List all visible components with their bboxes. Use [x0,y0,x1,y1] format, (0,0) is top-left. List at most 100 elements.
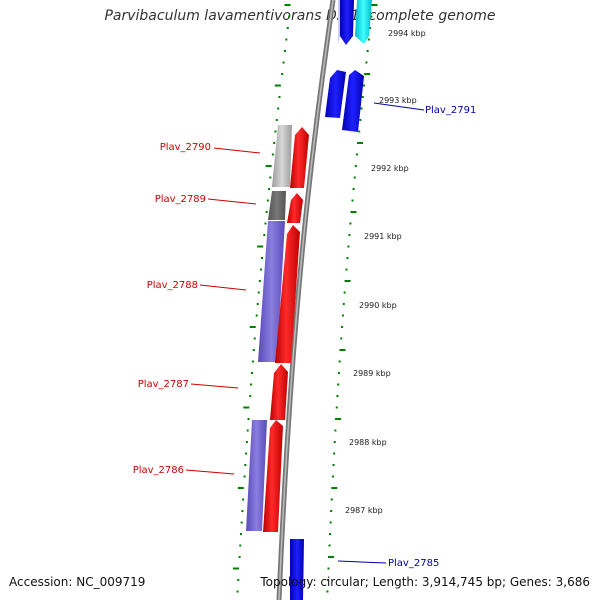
ring-dot [336,395,339,397]
ring-tick [265,165,272,167]
label-plav-2790[interactable]: Plav_2790 [160,142,211,153]
ring-dot [328,544,331,547]
ring-dot [256,303,259,305]
gene-red-2789[interactable] [287,193,303,223]
label-plav-2789[interactable]: Plav_2789 [155,194,206,205]
ring-dot [241,510,244,512]
ring-dot [251,360,254,363]
leader-plav-2788 [199,284,247,291]
ring-dot [275,119,278,121]
ring-dot [353,176,356,179]
ring-dot [341,314,344,317]
ring-dot [286,27,289,29]
ring-dot [259,268,262,271]
label-plav-2787[interactable]: Plav_2787 [138,379,189,390]
ring-dot [252,349,255,351]
gene-blue-2791a[interactable] [325,70,346,118]
leader-plav-2791 [373,102,425,111]
ring-dot [244,464,247,466]
gene-blue-top-1[interactable] [340,0,354,45]
ring-tick [364,73,371,75]
ring-dot [250,383,253,386]
ring-tick [284,4,291,6]
gene-darkgray-2789[interactable] [268,191,286,220]
gene-purple-2788[interactable] [258,221,285,362]
ring-dot [245,441,248,443]
leader-plav-2790 [213,147,261,154]
ring-tick [232,567,239,570]
gene-red-2790[interactable] [290,127,309,188]
ring-tick [339,349,346,351]
label-plav-2791[interactable]: Plav_2791 [425,105,476,116]
label-plav-2788[interactable]: Plav_2788 [147,280,198,291]
gene-pale-top[interactable] [338,0,340,44]
ring-dot [358,130,361,133]
label-plav-2785[interactable]: Plav_2785 [388,558,439,569]
ring-dot [345,268,348,271]
gene-red-2786[interactable] [263,420,283,532]
ring-dot [247,418,250,420]
ring-dot [274,130,277,133]
ring-dot [338,360,341,363]
ring-dot [266,199,269,202]
gene-red-2787[interactable] [270,364,288,420]
ring-dot [360,107,363,110]
ring-dot [348,234,351,236]
leader-plav-2787 [190,383,239,389]
label-plav-2786[interactable]: Plav_2786 [133,465,184,476]
ring-dot [237,579,240,581]
ring-dot [333,441,336,443]
ring-dot [362,84,365,87]
ring-dot [239,533,242,535]
ring-dot [327,567,330,570]
ring-dot [278,96,281,98]
ring-dot [355,153,358,156]
gene-gray-2790[interactable] [272,125,292,187]
ring-tick [274,84,281,87]
leader-plav-2789 [207,198,257,205]
ring-dot [335,406,338,409]
ring-dot [249,395,252,397]
ring-dot [277,107,280,110]
ring-dot [354,165,357,167]
ring-dot [343,291,346,294]
ring-dot [245,452,248,455]
ring-tick [357,142,364,144]
ring-dot [246,429,249,432]
gene-purple-2786[interactable] [246,420,267,531]
ring-dot [329,533,332,535]
ring-dot [282,61,285,64]
ring-dot [330,498,333,501]
ring-dot [370,15,373,18]
ring-dot [273,142,276,144]
ring-dot [239,544,242,547]
ring-tick [243,406,250,409]
ring-dot [269,176,272,179]
ring-dot [340,337,343,340]
scale-tick-label: 2989 kbp [353,369,391,378]
ring-dot [367,38,370,41]
ring-dot [283,50,286,52]
ring-dot [337,383,340,386]
topology-text: Topology: circular; Length: 3,914,745 bp… [260,575,590,589]
ring-dot [257,291,260,294]
ring-dot [347,245,350,248]
ring-dot [238,556,241,558]
leader-plav-2786 [185,469,235,475]
ring-dot [288,15,291,18]
ring-dot [265,211,268,213]
ring-dot [236,590,239,593]
ring-tick [249,326,256,328]
gene-cyan-top[interactable] [355,0,372,44]
ring-dot [240,521,243,524]
gene-blue-2785[interactable] [290,539,304,600]
ring-dot [271,153,274,156]
gene-blue-2791b[interactable] [342,70,364,132]
ring-tick [350,211,357,213]
ring-dot [258,280,261,282]
scale-tick-label: 2991 kbp [364,232,402,241]
ring-tick [371,4,378,6]
ring-dot [361,96,364,98]
gene-red-2788[interactable] [275,225,300,363]
